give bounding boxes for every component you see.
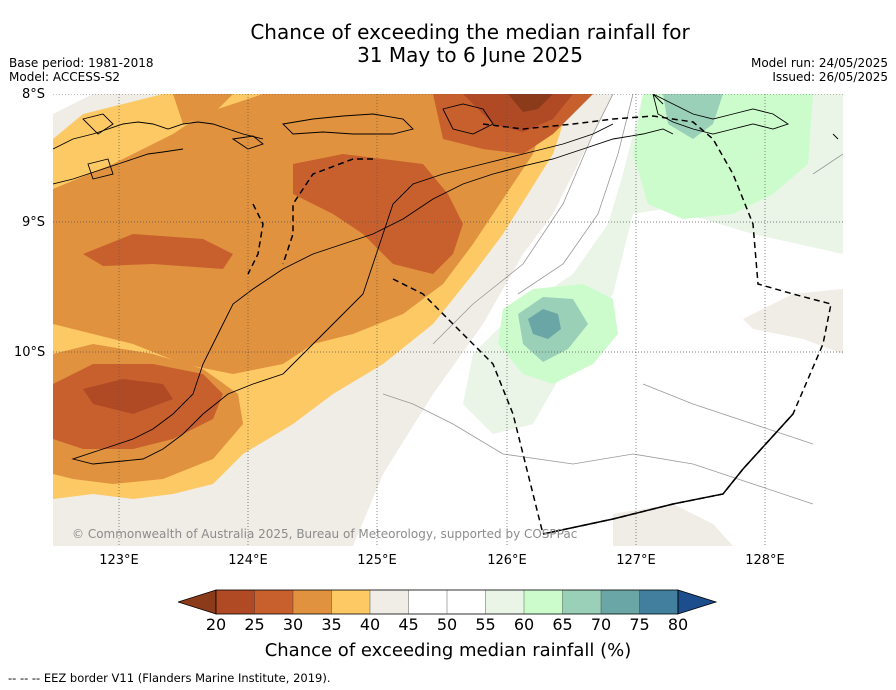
colorbar-extend-high [677, 589, 718, 615]
colorbar-tick-label: 80 [667, 615, 689, 634]
band-65-70-ne [663, 94, 723, 139]
coastlines [53, 94, 839, 465]
colorbar-tick-label: 20 [205, 615, 227, 634]
lon-label-125e: 125°E [357, 553, 397, 568]
colorbar-tick-label: 35 [321, 615, 342, 634]
issued-date: Issued: 26/05/2025 [772, 70, 888, 84]
copyright-notice: © Commonwealth of Australia 2025, Bureau… [72, 527, 578, 541]
band-25-30-central [293, 154, 463, 274]
model-name: Model: ACCESS-S2 [9, 70, 121, 84]
map-title-line2: 31 May to 6 June 2025 [357, 43, 583, 67]
colorbar-tick-label: 70 [590, 615, 612, 634]
colorbar-tick-label: 45 [398, 615, 419, 634]
colorbar-segment [562, 590, 601, 614]
lon-label-123e: 123°E [99, 553, 139, 568]
colorbar-tick-label: 40 [359, 615, 381, 634]
colorbar-tick-label: 25 [244, 615, 265, 634]
band-40-45-east [743, 289, 843, 354]
colorbar-segment [254, 590, 293, 614]
colorbar-segment [331, 590, 370, 614]
colorbar-tick-label: 75 [629, 615, 650, 634]
colorbar-segment [524, 590, 563, 614]
colorbar-tick-label: 65 [552, 615, 573, 634]
lat-label-8s: 8°S [22, 87, 46, 102]
lat-label-10s: 10°S [14, 345, 46, 360]
colorbar-tick-label: 30 [282, 615, 304, 634]
colorbar-segment [216, 590, 255, 614]
rainfall-map [53, 94, 843, 546]
colorbar-segment [370, 590, 409, 614]
colorbar-tick-label: 50 [436, 615, 458, 634]
band-below-20-north [508, 94, 553, 112]
colorbar-segment [408, 590, 447, 614]
lon-label-126e: 126°E [487, 553, 527, 568]
colorbar-segment [447, 590, 486, 614]
colorbar-segment [639, 590, 678, 614]
band-20-25-north [463, 94, 573, 132]
map-title-line1: Chance of exceeding the median rainfall … [250, 20, 690, 44]
lon-label-128e: 128°E [745, 553, 785, 568]
eez-border-solid [542, 413, 794, 535]
colorbar-tick-label: 55 [475, 615, 496, 634]
colorbar-segment [293, 590, 332, 614]
colorbar-tick-label: 60 [513, 615, 535, 634]
band-30-35-nw [173, 94, 233, 124]
band-25-30-west [83, 234, 233, 269]
colorbar-segment [601, 590, 640, 614]
colorbar [178, 589, 718, 615]
model-run: Model run: 24/05/2025 [750, 56, 888, 70]
base-period: Base period: 1981-2018 [9, 56, 154, 70]
colorbar-segment [485, 590, 524, 614]
lat-label-9s: 9°S [22, 215, 46, 230]
colorbar-title: Chance of exceeding median rainfall (%) [264, 640, 632, 661]
contour-lines [382, 94, 843, 505]
lon-label-124e: 124°E [228, 553, 268, 568]
band-70-75-center [528, 309, 561, 339]
band-20-25-sw [83, 379, 173, 414]
band-40-45-south [613, 504, 733, 546]
colorbar-extend-low [178, 589, 217, 615]
band-30-35 [53, 94, 553, 374]
gridlines [53, 94, 843, 546]
lon-label-127e: 127°E [616, 553, 656, 568]
eez-footnote: -- -- -- EEZ border V11 (Flanders Marine… [8, 671, 331, 685]
